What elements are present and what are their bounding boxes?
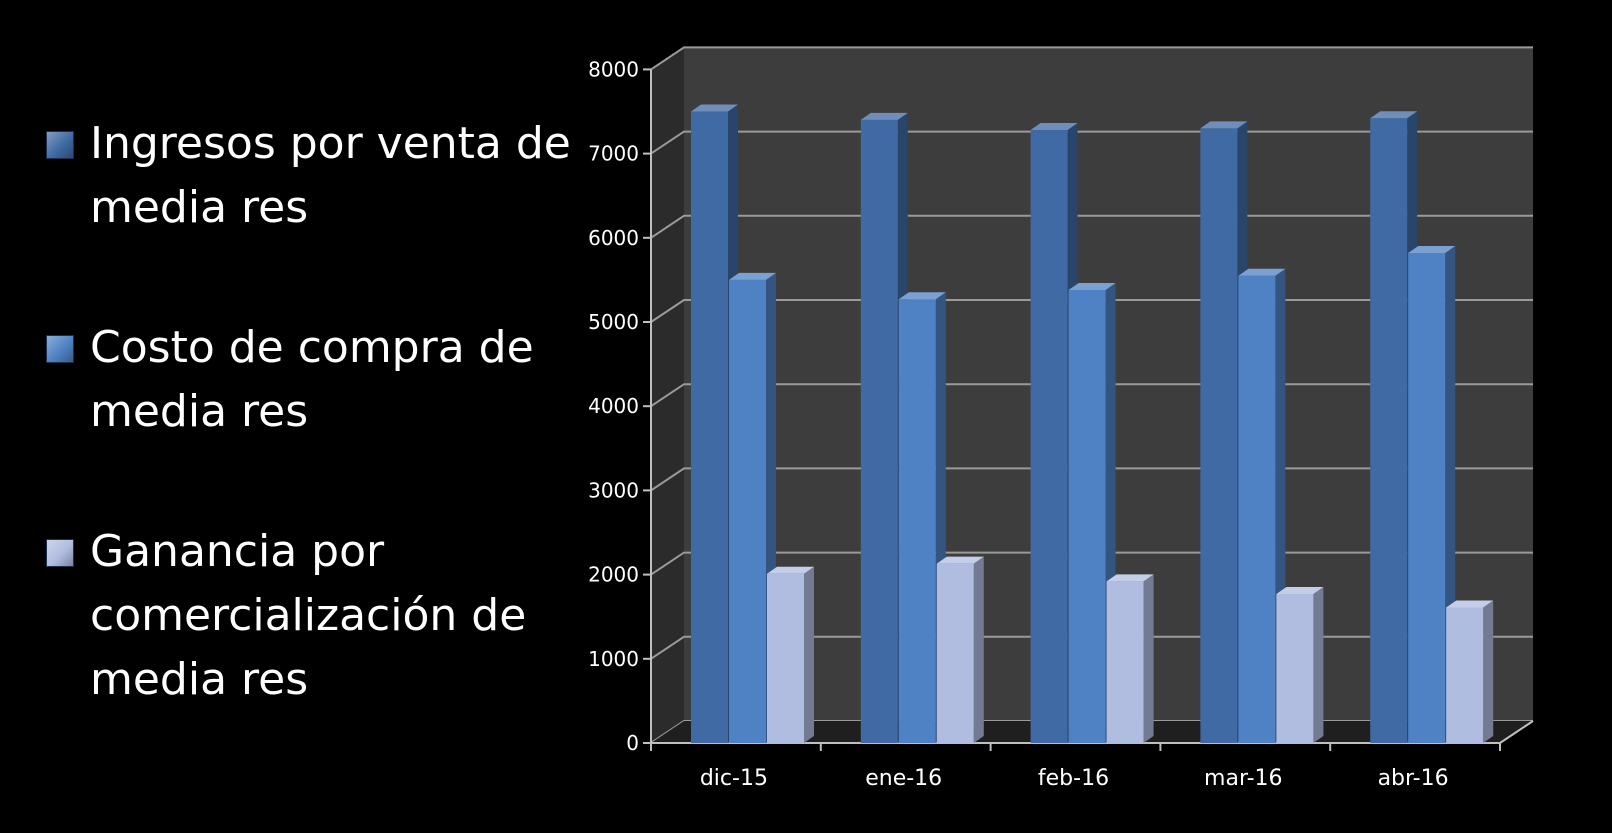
- bar-front-face: [1106, 581, 1144, 743]
- bar-side-face: [1483, 600, 1494, 743]
- y-tick-label: 2000: [588, 563, 639, 587]
- bar-front-face: [860, 119, 898, 744]
- y-tick-label: 5000: [588, 310, 639, 334]
- bar-abr-16-series-2: [1408, 245, 1456, 743]
- x-axis-tick-labels: dic-15 ene-16 feb-16 mar-16 abr-16: [700, 766, 1449, 791]
- y-tick-label: 6000: [588, 226, 639, 250]
- bar-dic-15-series-3: [767, 566, 814, 743]
- bar-top-face: [1238, 268, 1286, 276]
- bar-side-face: [1313, 586, 1324, 743]
- y-tick-label: 4000: [588, 394, 639, 418]
- y-tick-label: 0: [626, 731, 639, 755]
- bar-ene-16-series-2: [898, 292, 946, 743]
- x-tick-label: feb-16: [1038, 766, 1109, 791]
- bar-front-face: [1276, 593, 1314, 743]
- legend-label-costo: Costo de compra de media res: [90, 322, 534, 437]
- bar-ene-16-series-3: [936, 556, 984, 743]
- bar-top-face: [729, 272, 776, 280]
- bar-top-face: [1408, 245, 1456, 253]
- bar-front-face: [767, 573, 804, 743]
- bar-feb-16-series-2: [1068, 283, 1116, 743]
- bar-front-face: [1408, 252, 1446, 743]
- legend-swatch-ingresos: [46, 131, 74, 159]
- bar-front-face: [1068, 290, 1106, 743]
- bar-front-face: [1030, 130, 1068, 744]
- legend-swatch-costo: [46, 335, 74, 363]
- bar-top-face: [1370, 111, 1418, 119]
- legend-label-ingresos: Ingresos por venta de media res: [90, 118, 571, 233]
- legend-swatch-ganancia: [46, 539, 74, 567]
- bar-top-face: [1200, 121, 1248, 129]
- gridline-7000: [650, 130, 1533, 155]
- y-tick-label: 1000: [588, 647, 639, 671]
- y-tick-label: 8000: [588, 57, 639, 81]
- bar-front-face: [936, 563, 974, 743]
- x-tick-label: mar-16: [1204, 766, 1282, 791]
- bar-side-face: [804, 566, 814, 743]
- bars: [691, 104, 1494, 744]
- bar-top-face: [1106, 574, 1154, 582]
- bar-front-face: [1446, 607, 1484, 743]
- bar-feb-16-series-3: [1106, 574, 1154, 743]
- y-tick-label: 7000: [588, 142, 639, 166]
- bar-front-face: [729, 279, 766, 743]
- bar-front-face: [1238, 275, 1276, 743]
- bar-top-face: [1030, 123, 1078, 131]
- x-tick-label: dic-15: [700, 766, 768, 791]
- bar-top-face: [1276, 586, 1324, 594]
- y-axis-tick-labels: 0 1000 2000 3000 4000 5000 6000 7000 8000: [588, 57, 639, 755]
- y-tick-label: 3000: [588, 478, 639, 502]
- bar-front-face: [898, 299, 936, 743]
- gridline-6000: [650, 214, 1533, 239]
- bar-top-face: [1446, 600, 1494, 608]
- bar-top-face: [936, 556, 984, 564]
- gridline-8000: [650, 46, 1533, 71]
- bar-top-face: [860, 112, 908, 120]
- bar-top-face: [691, 104, 738, 112]
- bar-dic-15-series-2: [729, 272, 776, 743]
- bar-top-face: [1068, 283, 1116, 291]
- bar-top-face: [767, 566, 814, 574]
- bar-mar-16-series-3: [1276, 586, 1324, 743]
- x-axis-depth-line: [1499, 720, 1534, 744]
- bar-front-face: [1200, 128, 1238, 744]
- x-tick-label: abr-16: [1378, 766, 1449, 791]
- bar-side-face: [973, 556, 984, 743]
- bar-top-face: [898, 292, 946, 300]
- bar-side-face: [1143, 574, 1154, 743]
- bar-abr-16-series-3: [1446, 600, 1494, 743]
- x-tick-label: ene-16: [865, 766, 942, 791]
- legend-label-ganancia: Ganancia por comercialización de media r…: [90, 526, 527, 705]
- bar-front-face: [691, 111, 728, 743]
- bar-front-face: [1370, 118, 1408, 743]
